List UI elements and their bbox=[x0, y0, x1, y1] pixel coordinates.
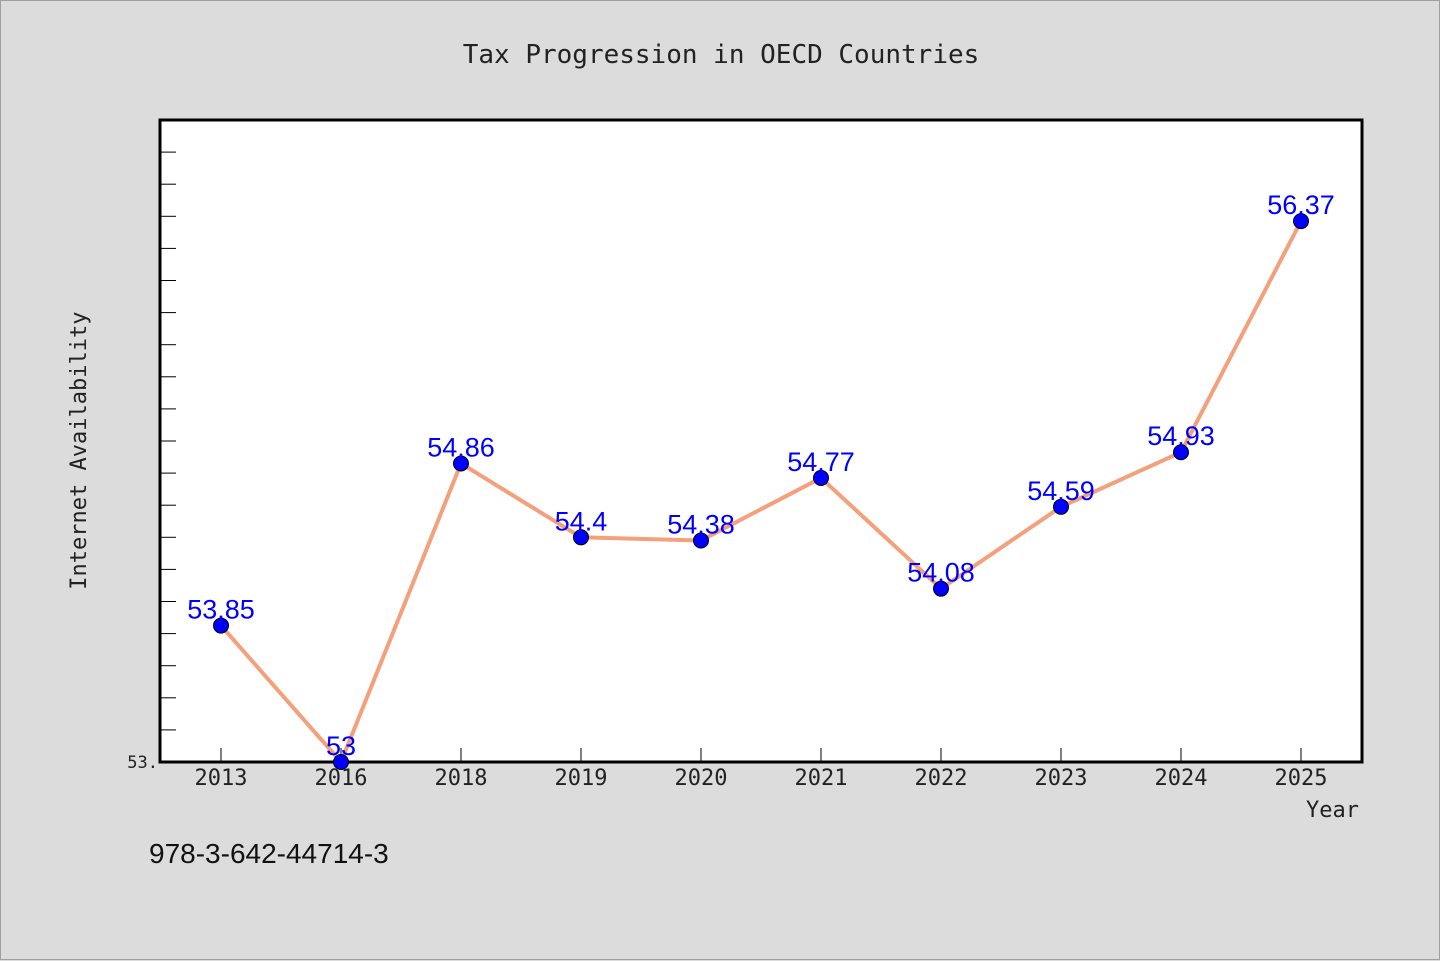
data-label: 54.93 bbox=[1147, 421, 1215, 451]
series-group: 53.85 53 54.86 54.4 54.38 54.77 54.08 54.59 54.9… bbox=[187, 190, 1335, 770]
isbn-label: 978-3-642-44714-3 bbox=[149, 838, 389, 869]
data-point bbox=[1053, 498, 1069, 515]
data-point bbox=[453, 455, 469, 472]
data-point bbox=[573, 529, 589, 546]
x-tick-label: 2016 bbox=[315, 766, 368, 791]
data-label: 54.59 bbox=[1027, 476, 1095, 506]
x-tick-label: 2021 bbox=[795, 766, 848, 791]
x-tick-label: 2023 bbox=[1035, 766, 1088, 791]
chart-title: Tax Progression in OECD Countries bbox=[463, 40, 980, 70]
x-axis-label: Year bbox=[1306, 798, 1359, 823]
data-label: 54.77 bbox=[787, 447, 855, 477]
x-tick-label: 2013 bbox=[195, 766, 248, 791]
data-label: 54.38 bbox=[667, 510, 735, 540]
data-label: 54.86 bbox=[427, 432, 495, 462]
data-label: 53 bbox=[326, 731, 356, 761]
data-point bbox=[693, 532, 709, 549]
data-label: 54.08 bbox=[907, 558, 975, 588]
data-label: 56.37 bbox=[1267, 190, 1335, 220]
data-point bbox=[933, 580, 949, 597]
x-tick-label: 2018 bbox=[435, 766, 488, 791]
y-axis-ticks bbox=[160, 119, 176, 763]
y-axis-label: Internet Availability bbox=[67, 312, 92, 590]
data-point bbox=[1293, 213, 1309, 230]
data-point bbox=[1173, 444, 1189, 461]
x-axis-ticks: 2013 2016 2018 2019 2020 2021 2022 2023 2024 2025 bbox=[195, 748, 1328, 791]
x-tick-label: 2024 bbox=[1155, 766, 1208, 791]
data-point bbox=[813, 469, 829, 486]
x-tick-label: 2019 bbox=[555, 766, 608, 791]
data-label: 53.85 bbox=[187, 595, 255, 625]
data-label: 54.4 bbox=[555, 506, 608, 536]
y-tick-label: 53. bbox=[127, 753, 158, 773]
plot-area bbox=[158, 118, 1364, 764]
data-point bbox=[213, 617, 229, 634]
x-tick-label: 2022 bbox=[915, 766, 968, 791]
x-tick-label: 2020 bbox=[675, 766, 728, 791]
x-tick-label: 2025 bbox=[1275, 766, 1328, 791]
series-line bbox=[219, 219, 1303, 764]
data-point bbox=[333, 754, 349, 770]
